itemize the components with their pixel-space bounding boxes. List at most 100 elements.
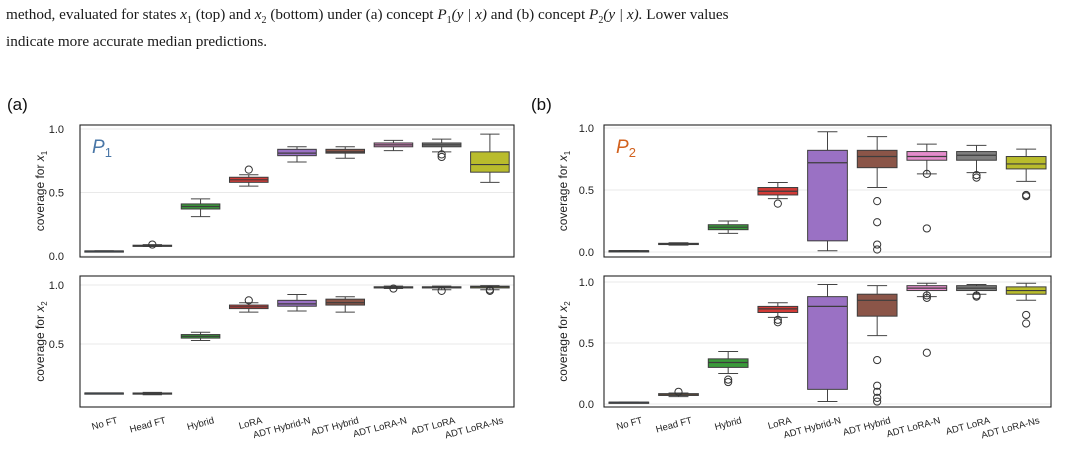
box-adt-hybrid — [856, 136, 898, 254]
outlier-point — [1022, 310, 1031, 320]
box-body — [807, 296, 848, 390]
outlier-point — [972, 171, 981, 180]
caption-tail: Lower values — [646, 6, 729, 23]
box-head-ft — [658, 242, 699, 246]
box-body — [707, 358, 749, 368]
outlier-point — [389, 284, 398, 293]
caption-x1-sub: 1 — [186, 15, 192, 27]
y-axis-label: coverage for x2 — [556, 301, 572, 382]
box-no-ft — [84, 250, 124, 253]
concept-annotation: P1 — [92, 137, 112, 160]
x-tick-label: Hybrid — [186, 415, 215, 433]
y-axis-label: coverage for x2 — [33, 301, 49, 382]
box-no-ft — [608, 250, 650, 253]
caption-p2-arg: (y | x). — [603, 6, 643, 23]
y-axis-label: coverage for x1 — [556, 150, 572, 231]
box-body — [470, 151, 510, 173]
box-adt-lora-ns — [1005, 282, 1047, 328]
outlier-point — [922, 169, 931, 178]
panel-4: 0.0 0.5 1.0 coverage for x2 No FT Head FT Hybr… — [556, 275, 1052, 441]
box-adt-lora-n — [906, 282, 948, 357]
outlier-point — [1022, 319, 1031, 328]
outlier-point — [244, 296, 253, 305]
outlier-point — [773, 315, 782, 324]
caption-p1-arg: (y | x) — [451, 6, 487, 23]
outlier-point — [148, 240, 157, 249]
outlier-point — [437, 152, 446, 162]
y-tick-label: 1.0 — [49, 280, 64, 292]
box-adt-lora-n — [906, 143, 948, 233]
box-adt-hybrid-n — [277, 146, 317, 163]
box-lora — [757, 182, 799, 208]
caption-x1: x — [180, 6, 187, 23]
box-adt-lora-ns — [470, 285, 510, 295]
outlier-point — [437, 150, 446, 159]
outlier-point — [873, 397, 882, 406]
x-tick-label: ADT LoRA-N — [352, 415, 408, 440]
outlier-point — [922, 224, 931, 233]
box-adt-hybrid — [856, 285, 898, 406]
caption-mid1: (top) and — [195, 6, 251, 23]
caption-p2-sub: 2 — [598, 15, 604, 27]
y-tick-label: 1.0 — [49, 124, 64, 136]
x-tick-label: Head FT — [129, 415, 168, 435]
box-adt-lora-n — [373, 284, 414, 293]
y-axis-label: coverage for x1 — [33, 150, 49, 231]
y-tick-label: 0.0 — [49, 251, 64, 263]
outlier-point — [922, 291, 931, 300]
plot-frame — [603, 124, 1052, 258]
caption-p2: P — [589, 6, 599, 23]
outlier-point — [1022, 192, 1031, 201]
x-tick-label: ADT Hybrid — [842, 415, 892, 438]
panel-label: (a) — [7, 95, 28, 114]
outlier-point — [873, 387, 882, 396]
outlier-point — [485, 286, 494, 295]
y-tick-label: 0.5 — [49, 339, 64, 351]
outlier-point — [724, 377, 733, 387]
box-body — [956, 151, 997, 161]
caption-mid2: (bottom) under (a) concept — [270, 6, 434, 23]
y-tick-label: 0.5 — [579, 185, 594, 197]
outlier-point — [724, 375, 733, 384]
outlier-point — [873, 240, 882, 249]
y-tick-label: 1.0 — [579, 123, 594, 135]
box-lora — [228, 296, 269, 313]
outlier-point — [873, 218, 882, 227]
outlier-point — [873, 381, 882, 390]
x-tick-label: ADT LoRA-N — [885, 415, 941, 440]
box-body — [856, 293, 898, 317]
box-body — [325, 148, 366, 154]
caption-lead: method, evaluated for states — [6, 6, 177, 23]
x-tick-label: Hybrid — [714, 415, 743, 433]
y-tick-label: 0.0 — [579, 399, 594, 411]
box-body — [1005, 156, 1047, 170]
outlier-point — [873, 245, 882, 254]
outlier-point — [244, 165, 253, 174]
outlier-point — [437, 286, 446, 295]
panel-label: (b) — [531, 95, 552, 114]
outlier-point — [873, 393, 882, 402]
panel-3: 0.0 0.5 1.0 coverage for x1 (b) P2 — [531, 95, 1052, 259]
box-hybrid — [707, 220, 749, 234]
box-head-ft — [132, 391, 173, 396]
box-body — [906, 151, 948, 161]
box-hybrid — [180, 198, 221, 218]
outlier-point — [922, 293, 931, 302]
box-body — [807, 149, 848, 242]
outlier-point — [972, 292, 981, 301]
y-tick-label: 0.5 — [49, 188, 64, 200]
box-adt-hybrid — [325, 146, 366, 159]
box-adt-lora-n — [373, 139, 414, 152]
box-adt-hybrid-n — [277, 293, 317, 312]
caption-mid3: and (b) concept — [490, 6, 586, 23]
outlier-point — [873, 355, 882, 365]
figure-caption: method, evaluated for states x1 (top) an… — [6, 4, 1060, 52]
box-head-ft — [132, 240, 173, 249]
x-tick-label: No FT — [615, 415, 644, 433]
caption-line-2: indicate more accurate median prediction… — [6, 33, 268, 51]
box-lora — [228, 165, 269, 187]
box-no-ft — [608, 401, 650, 404]
box-adt-lora-ns — [470, 133, 510, 183]
